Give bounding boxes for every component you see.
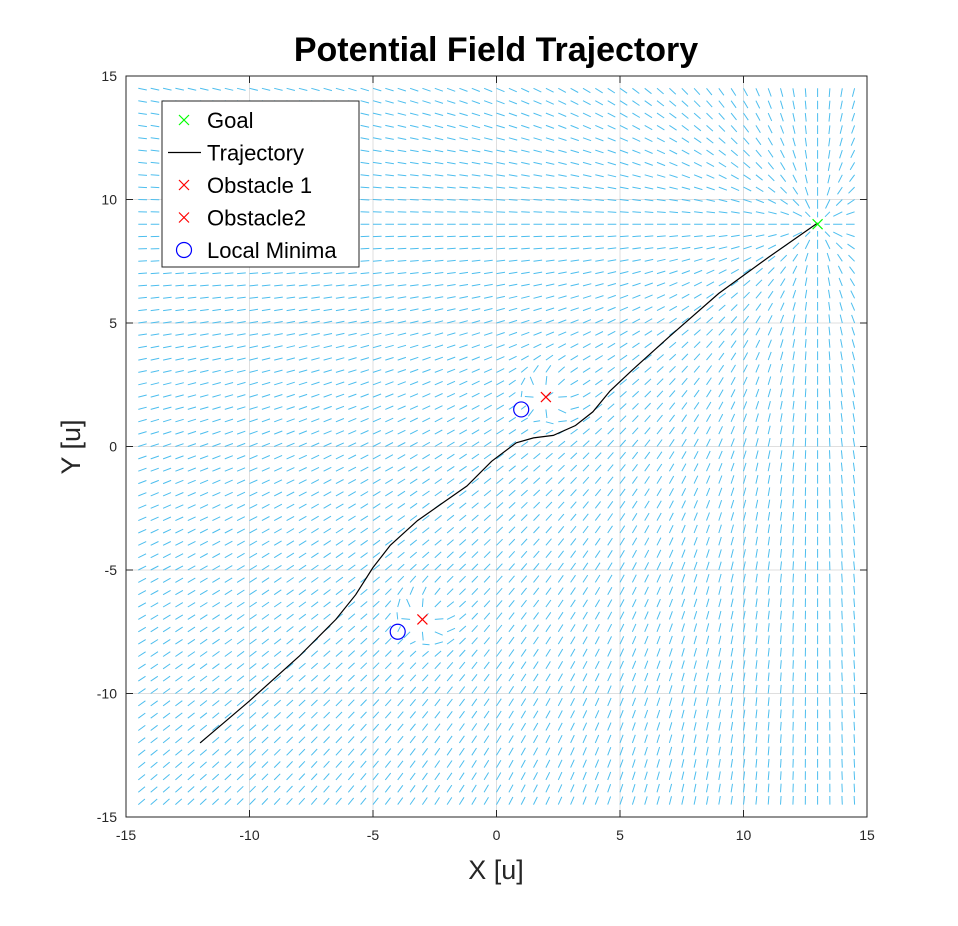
x-tick-label: -10	[239, 827, 259, 843]
vector-arrows	[137, 87, 856, 805]
y-tick-label: 0	[109, 439, 117, 455]
y-tick-label: -15	[97, 809, 117, 825]
legend-marker-circle	[175, 241, 193, 259]
y-axis-label: Y [u]	[56, 419, 86, 474]
x-axis-label: X [u]	[468, 855, 524, 885]
vector-field	[137, 87, 856, 805]
obstacle-2-marker	[540, 391, 552, 403]
series-layer	[199, 218, 824, 744]
x-tick-label: 10	[736, 827, 752, 843]
x-tick-label: 0	[493, 827, 501, 843]
y-tick-label: 5	[109, 315, 117, 331]
trajectory-line	[199, 222, 818, 744]
legend-box	[161, 100, 360, 268]
y-tick-label: 10	[101, 192, 117, 208]
legend-marker-x	[178, 179, 190, 191]
y-tick-label: -5	[105, 562, 118, 578]
x-tick-label: -15	[116, 827, 136, 843]
local-minima-marker	[513, 401, 530, 418]
legend: Goal Trajectory Obstacle 1 Obstacle2 Local M…	[161, 100, 360, 268]
chart-title: Potential Field Trajectory	[294, 31, 698, 69]
y-tick-label: -10	[97, 686, 117, 702]
y-tick-label: 15	[101, 68, 117, 84]
legend-label: Obstacle 1	[207, 173, 312, 198]
legend-label: Goal	[207, 108, 253, 133]
legend-marker-x	[178, 212, 190, 223]
ticks: -15 -10 -5 0 5 10 15 -15 -10 -5 0 5 10 15	[97, 68, 875, 843]
x-tick-label: 5	[616, 827, 624, 843]
legend-label: Obstacle2	[207, 206, 306, 231]
legend-label: Trajectory	[207, 141, 304, 166]
obstacle-1-marker	[416, 613, 428, 625]
goal-marker	[812, 218, 824, 230]
legend-marker-x	[178, 114, 190, 126]
x-tick-label: -5	[367, 827, 380, 843]
x-tick-label: 15	[859, 827, 875, 843]
legend-label: Local Minima	[207, 238, 337, 263]
local-minima-marker	[389, 623, 406, 640]
